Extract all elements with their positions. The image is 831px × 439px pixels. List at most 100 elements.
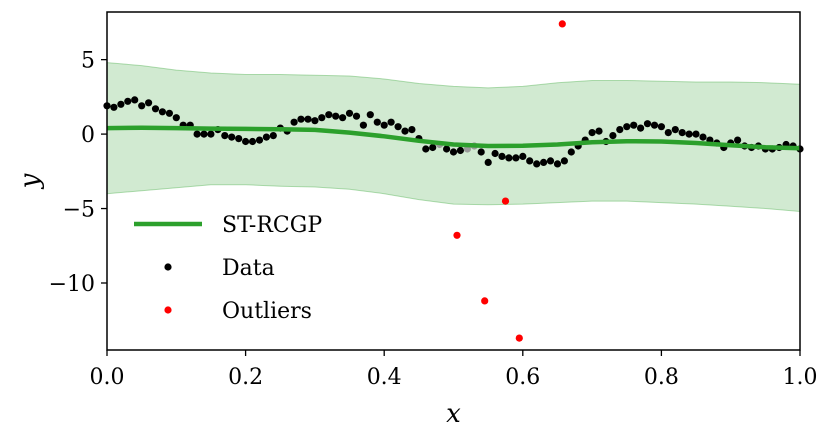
data-point bbox=[491, 149, 499, 158]
data-point bbox=[255, 136, 264, 144]
data-point bbox=[422, 145, 430, 153]
data-point bbox=[311, 117, 319, 125]
data-point bbox=[151, 105, 160, 113]
x-tick-label: 1.0 bbox=[783, 365, 818, 390]
outlier-point bbox=[515, 334, 523, 342]
data-point bbox=[519, 152, 527, 160]
data-point bbox=[616, 126, 624, 134]
data-point bbox=[332, 112, 340, 120]
x-tick-label: 0.8 bbox=[644, 365, 679, 390]
data-point bbox=[345, 109, 354, 117]
data-point bbox=[248, 137, 257, 146]
data-point bbox=[138, 102, 146, 110]
data-point bbox=[643, 120, 652, 128]
outlier-point bbox=[481, 297, 489, 305]
outlier-point bbox=[558, 20, 566, 28]
data-point bbox=[685, 130, 693, 138]
data-point bbox=[588, 129, 596, 137]
x-axis-label: x bbox=[446, 399, 461, 429]
y-tick-label: −5 bbox=[63, 198, 95, 223]
data-point bbox=[165, 109, 173, 117]
data-point bbox=[235, 135, 243, 143]
data-point bbox=[671, 126, 679, 134]
legend-label-st-rcgp: ST-RCGP bbox=[222, 213, 322, 238]
y-tick-label: 0 bbox=[81, 123, 95, 148]
data-point bbox=[131, 96, 139, 104]
data-point bbox=[408, 126, 416, 134]
data-point bbox=[553, 160, 562, 168]
data-point bbox=[207, 130, 215, 138]
data-point bbox=[623, 123, 631, 131]
data-point bbox=[297, 115, 305, 123]
data-point bbox=[373, 118, 381, 126]
data-point bbox=[193, 130, 201, 138]
y-tick-label: 5 bbox=[81, 49, 95, 74]
data-point bbox=[110, 103, 118, 111]
data-point bbox=[124, 97, 132, 105]
data-point bbox=[228, 133, 236, 141]
data-point bbox=[664, 129, 672, 137]
data-point bbox=[650, 121, 659, 129]
data-point bbox=[145, 99, 153, 107]
data-point bbox=[325, 111, 333, 119]
data-point bbox=[657, 123, 666, 131]
data-point bbox=[512, 154, 520, 162]
legend-swatch-data bbox=[164, 263, 172, 271]
data-point bbox=[498, 152, 506, 160]
data-point bbox=[262, 133, 270, 141]
y-axis-label: y bbox=[15, 173, 45, 189]
data-point bbox=[304, 115, 312, 123]
legend-label-data: Data bbox=[222, 256, 275, 281]
data-point bbox=[637, 124, 645, 132]
data-point bbox=[526, 157, 534, 165]
data-point bbox=[477, 148, 485, 156]
data-point bbox=[533, 160, 541, 168]
data-point bbox=[269, 132, 277, 140]
outlier-point bbox=[453, 231, 461, 239]
data-point bbox=[595, 127, 603, 135]
legend-swatch-outliers bbox=[164, 306, 172, 314]
data-point bbox=[546, 157, 555, 165]
data-point bbox=[456, 146, 464, 155]
data-point bbox=[567, 148, 575, 156]
data-point bbox=[366, 111, 374, 119]
data-point bbox=[339, 114, 347, 122]
data-point bbox=[401, 127, 409, 135]
data-point bbox=[318, 114, 326, 122]
data-point bbox=[734, 136, 742, 144]
data-point bbox=[678, 129, 686, 137]
st-rcgp-line bbox=[106, 125, 801, 151]
data-point bbox=[443, 145, 451, 153]
x-tick-label: 0.6 bbox=[505, 365, 540, 390]
data-point bbox=[394, 123, 402, 131]
data-point bbox=[449, 148, 458, 156]
axes-frame bbox=[106, 11, 801, 351]
data-point bbox=[290, 118, 298, 126]
data-point bbox=[242, 137, 250, 146]
data-point bbox=[484, 158, 492, 166]
data-point bbox=[200, 130, 208, 138]
y-tick-label: −10 bbox=[49, 272, 95, 297]
data-point bbox=[540, 158, 548, 166]
data-point bbox=[429, 143, 437, 152]
data-point bbox=[609, 132, 617, 140]
outlier-point bbox=[501, 197, 510, 205]
data-point bbox=[117, 100, 125, 108]
x-tick-label: 0.2 bbox=[228, 365, 263, 390]
data-point bbox=[352, 112, 361, 120]
plot-area bbox=[103, 20, 804, 342]
axis-ticks: 0.0 0.2 0.4 0.6 0.8 1.0 5 0 −5 −10 bbox=[49, 49, 818, 390]
data-point bbox=[699, 133, 707, 141]
data-point bbox=[221, 132, 229, 140]
data-point bbox=[505, 154, 513, 162]
data-point bbox=[692, 130, 700, 138]
data-point bbox=[380, 121, 388, 129]
data-point bbox=[359, 121, 367, 129]
data-point bbox=[387, 118, 395, 126]
x-tick-label: 0.4 bbox=[367, 365, 402, 390]
legend-label-outliers: Outliers bbox=[222, 299, 312, 324]
x-tick-label: 0.0 bbox=[90, 365, 125, 390]
data-point bbox=[630, 121, 638, 129]
data-point bbox=[560, 157, 569, 165]
